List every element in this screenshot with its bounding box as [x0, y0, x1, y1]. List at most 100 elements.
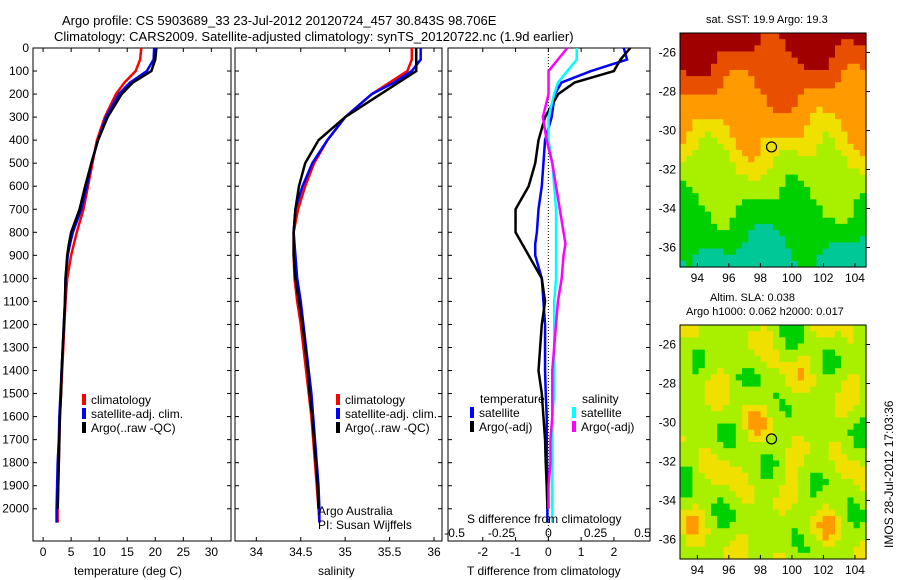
- map-cell: [735, 478, 743, 486]
- map-cell: [729, 472, 737, 480]
- map-cell: [822, 411, 830, 418]
- map-cell: [680, 193, 687, 200]
- map-cell: [773, 515, 780, 523]
- map-cell: [723, 236, 731, 243]
- map-cell: [766, 199, 774, 207]
- sst-map-title: sat. SST: 19.9 Argo: 19.3: [706, 14, 828, 26]
- map-cell: [791, 180, 799, 188]
- map-cell: [797, 186, 805, 194]
- map-cell: [773, 423, 780, 431]
- map-cell: [754, 69, 762, 77]
- map-cell: [804, 51, 811, 59]
- map-cell: [841, 174, 848, 182]
- map-cell: [847, 180, 855, 188]
- sla-map-title2: Argo h1000: 0.062 h2000: 0.017: [686, 306, 844, 318]
- map-cell: [686, 193, 693, 200]
- map-cell: [841, 100, 848, 108]
- map-cell: [754, 125, 762, 133]
- map-cell: [822, 503, 830, 511]
- map-cell: [810, 168, 817, 176]
- map-cell: [723, 442, 731, 449]
- map-cell: [680, 69, 687, 77]
- map-cell: [698, 217, 706, 225]
- series-line-s-satellite: [547, 48, 578, 523]
- map-cell: [797, 343, 805, 351]
- map-cell: [816, 534, 824, 542]
- map-cell: [680, 254, 687, 262]
- map-cell: [723, 119, 731, 126]
- map-cell: [779, 522, 786, 529]
- map-cell: [835, 417, 842, 425]
- y-tick-label: 600: [9, 179, 29, 193]
- map-cell: [760, 33, 768, 40]
- map-cell: [791, 325, 799, 332]
- map-cell: [773, 522, 780, 529]
- map-cell: [859, 411, 867, 418]
- map-cell: [847, 143, 855, 151]
- map-cell: [692, 69, 700, 77]
- map-cell: [748, 442, 755, 449]
- map-cell: [853, 497, 861, 505]
- map-cell: [680, 88, 687, 96]
- map-cell: [698, 69, 706, 77]
- map-cell: [828, 435, 836, 443]
- map-cell: [847, 199, 855, 207]
- map-cell: [748, 361, 755, 369]
- map-cell: [686, 211, 693, 219]
- map-cell: [711, 168, 718, 176]
- map-cell: [748, 51, 755, 59]
- map-cell: [711, 94, 718, 102]
- map-cell: [835, 106, 842, 114]
- map-cell: [785, 88, 793, 96]
- map-cell: [797, 45, 805, 53]
- map-cell: [853, 522, 861, 529]
- map-cell: [680, 398, 687, 406]
- map-cell: [723, 503, 731, 511]
- t-difference-xlabel: T difference from climatology: [467, 564, 621, 578]
- map-cell: [717, 349, 724, 357]
- map-cell: [773, 361, 780, 369]
- map-cell: [748, 199, 755, 207]
- map-cell: [773, 485, 780, 492]
- map-cell: [847, 343, 855, 351]
- map-cell: [723, 386, 731, 394]
- map-cell: [828, 223, 836, 231]
- map-cell: [822, 100, 830, 108]
- map-cell: [859, 325, 867, 332]
- map-cell: [804, 33, 811, 40]
- map-cell: [742, 380, 749, 388]
- map-cell: [828, 546, 836, 554]
- map-cell: [828, 491, 836, 499]
- map-cell: [828, 472, 836, 480]
- map-cell: [828, 411, 836, 418]
- map-cell: [785, 186, 793, 194]
- map-cell: [810, 331, 817, 338]
- map-cell: [754, 205, 762, 213]
- map-cell: [835, 380, 842, 388]
- map-cell: [779, 88, 786, 96]
- map-cell: [791, 460, 799, 468]
- y-tick-label: 1900: [2, 479, 29, 493]
- map-cell: [785, 349, 793, 357]
- map-cell: [859, 143, 867, 151]
- map-cell: [742, 392, 749, 400]
- map-cell: [698, 552, 706, 560]
- map-cell: [698, 546, 706, 554]
- map-cell: [698, 125, 706, 133]
- map-cell: [859, 368, 867, 375]
- map-cell: [748, 429, 755, 437]
- map-cell: [773, 205, 780, 213]
- map-cell: [742, 417, 749, 425]
- map-cell: [810, 392, 817, 400]
- map-cell: [686, 398, 693, 406]
- map-cell: [859, 230, 867, 237]
- map-cell: [717, 454, 724, 462]
- map-cell: [841, 380, 848, 388]
- map-cell: [754, 106, 762, 114]
- map-cell: [804, 392, 811, 400]
- map-cell: [717, 546, 724, 554]
- map-cell: [754, 540, 762, 548]
- map-cell: [816, 472, 824, 480]
- map-cell: [785, 260, 793, 268]
- map-cell: [847, 466, 855, 474]
